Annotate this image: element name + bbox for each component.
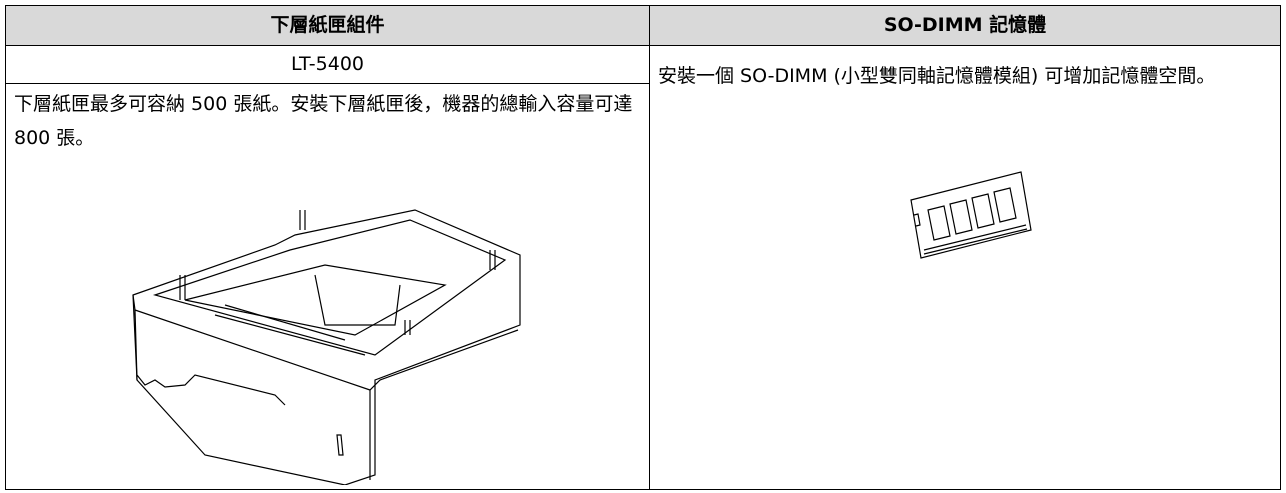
header-cell: SO-DIMM 記憶體: [649, 5, 1281, 46]
tray-illustration: [132, 209, 521, 485]
description-cell: 安裝一個 SO-DIMM (小型雙同軸記憶體模組) 可增加記憶體空間。: [649, 45, 1281, 490]
header-cell: 下層紙匣組件: [5, 5, 650, 46]
description-cell: 下層紙匣最多可容納 500 張紙。安裝下層紙匣後，機器的總輸入容量可達 800 …: [5, 83, 650, 490]
dimm-illustration: [910, 171, 1032, 259]
model-cell: LT-5400: [5, 45, 650, 84]
